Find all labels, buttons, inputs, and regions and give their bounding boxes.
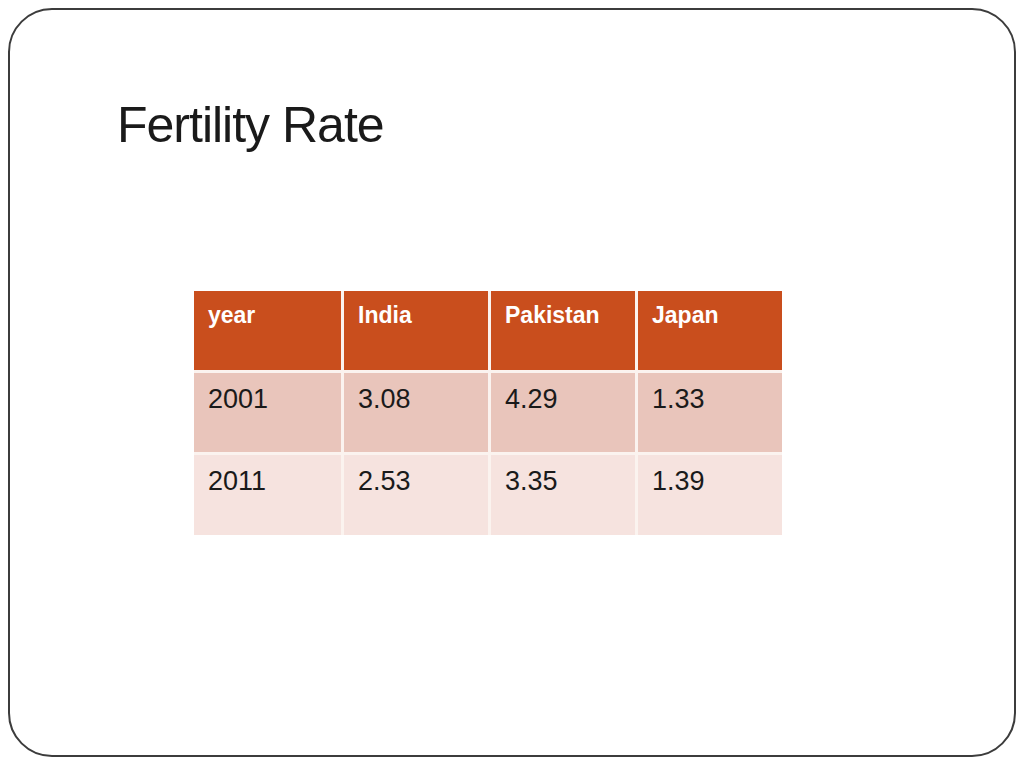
table-row-2001: 2001 3.08 4.29 1.33 xyxy=(194,373,782,455)
cell-2001-india: 3.08 xyxy=(341,373,488,455)
slide-title: Fertility Rate xyxy=(117,96,384,154)
cell-2001-pakistan: 4.29 xyxy=(488,373,635,455)
cell-2001-year: 2001 xyxy=(194,373,341,455)
slide-canvas: Fertility Rate year India Pakistan Japan… xyxy=(8,8,1016,757)
column-header-japan: Japan xyxy=(635,291,782,373)
fertility-rate-table: year India Pakistan Japan 2001 3.08 4.29… xyxy=(194,291,782,535)
cell-2011-japan: 1.39 xyxy=(635,455,782,535)
cell-2001-japan: 1.33 xyxy=(635,373,782,455)
cell-2011-pakistan: 3.35 xyxy=(488,455,635,535)
column-header-pakistan: Pakistan xyxy=(488,291,635,373)
table-header-row: year India Pakistan Japan xyxy=(194,291,782,373)
cell-2011-year: 2011 xyxy=(194,455,341,535)
column-header-india: India xyxy=(341,291,488,373)
cell-2011-india: 2.53 xyxy=(341,455,488,535)
table-body: 2001 3.08 4.29 1.33 2011 2.53 3.35 1.39 xyxy=(194,373,782,535)
table-row-2011: 2011 2.53 3.35 1.39 xyxy=(194,455,782,535)
column-header-year: year xyxy=(194,291,341,373)
table-header: year India Pakistan Japan xyxy=(194,291,782,373)
